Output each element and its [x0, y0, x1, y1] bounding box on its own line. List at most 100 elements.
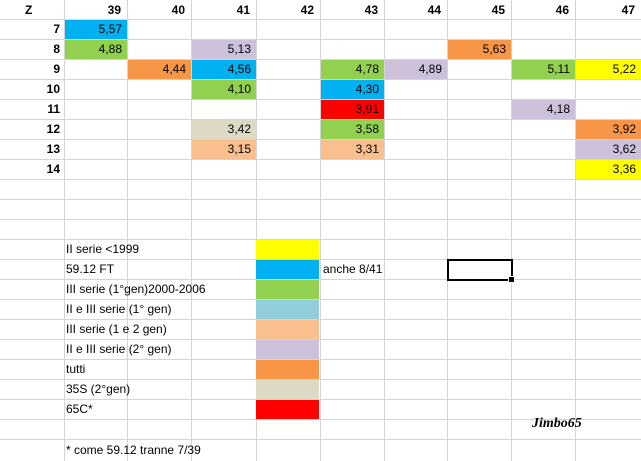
column-header-45: 45	[491, 3, 505, 17]
grid-hline	[0, 199, 641, 200]
legend-swatch-green	[256, 280, 319, 299]
column-header-46: 46	[555, 3, 569, 17]
cell-12-43[interactable]: 3,58	[321, 120, 384, 139]
signature: Jimbo65	[532, 416, 582, 431]
row-header-10: 10	[46, 82, 60, 96]
cell-value: 3,42	[227, 122, 251, 136]
legend-label: 59.12 FT	[66, 262, 115, 276]
cell-value: 3,91	[355, 102, 379, 116]
column-header-39: 39	[107, 3, 121, 17]
cell-value: 5,22	[612, 62, 636, 76]
grid-vline	[256, 0, 257, 461]
grid-hline	[0, 19, 641, 20]
legend-label: III serie (1°gen)2000-2006	[66, 282, 206, 296]
grid-hline	[0, 59, 641, 60]
grid-hline	[0, 139, 641, 140]
cell-13-47[interactable]: 3,62	[576, 140, 641, 159]
grid-hline	[0, 159, 641, 160]
grid-hline	[0, 359, 641, 360]
cell-10-41[interactable]: 4,10	[192, 80, 256, 99]
cell-value: 5,13	[227, 42, 251, 56]
grid-hline	[0, 219, 641, 220]
legend-label: tutti	[66, 362, 86, 376]
cell-value: 3,62	[612, 142, 636, 156]
cell-10-43[interactable]: 4,30	[321, 80, 384, 99]
column-header-41: 41	[236, 3, 250, 17]
cell-8-41[interactable]: 5,13	[192, 40, 256, 59]
grid-vline	[64, 0, 65, 461]
grid-hline	[0, 379, 641, 380]
legend-label: II e III serie (2° gen)	[66, 342, 172, 356]
cell-value: 4,44	[162, 62, 186, 76]
cell-13-41[interactable]: 3,15	[192, 140, 256, 159]
cell-9-40[interactable]: 4,44	[128, 60, 191, 79]
grid-hline	[0, 299, 641, 300]
row-header-11: 11	[47, 102, 60, 116]
legend-label: III serie (1 e 2 gen)	[66, 322, 167, 336]
row-header-14: 14	[46, 162, 60, 176]
grid-vline	[447, 0, 448, 461]
cell-9-43[interactable]: 4,78	[321, 60, 384, 79]
grid-hline	[0, 439, 641, 440]
cell-value: 4,78	[355, 62, 379, 76]
legend-label: 35S (2°gen)	[66, 382, 131, 396]
grid-hline	[0, 239, 641, 240]
column-header-43: 43	[364, 3, 378, 17]
cell-value: 5,63	[482, 42, 506, 56]
grid-hline	[0, 399, 641, 400]
legend-label: II serie <1999	[66, 242, 140, 256]
cell-value: 3,31	[355, 142, 379, 156]
legend-swatch-red	[256, 400, 319, 419]
column-header-40: 40	[171, 3, 185, 17]
legend-swatch-lightblue	[256, 300, 319, 319]
cell-7-39[interactable]: 5,57	[65, 20, 127, 39]
cell-12-47[interactable]: 3,92	[576, 120, 641, 139]
cell-value: 4,88	[98, 42, 122, 56]
row-header-13: 13	[46, 142, 60, 156]
cell-9-47[interactable]: 5,22	[576, 60, 641, 79]
cell-value: 3,15	[227, 142, 251, 156]
corner-label: Z	[25, 3, 33, 17]
cell-14-47[interactable]: 3,36	[576, 160, 641, 179]
fill-handle[interactable]	[508, 276, 515, 283]
cell-value: 4,10	[227, 82, 251, 96]
grid-hline	[0, 319, 641, 320]
cell-9-46[interactable]: 5,11	[512, 60, 575, 79]
column-header-47: 47	[621, 3, 635, 17]
footnote: * come 59.12 tranne 7/39	[66, 443, 201, 457]
row-header-12: 12	[46, 122, 60, 136]
column-header-42: 42	[300, 3, 314, 17]
selected-cell[interactable]	[447, 259, 515, 283]
legend-label: 65C*	[66, 402, 93, 416]
legend-label: II e III serie (1° gen)	[66, 302, 172, 316]
grid-vline	[384, 0, 385, 461]
cell-value: 4,89	[418, 62, 442, 76]
grid-hline	[0, 79, 641, 80]
row-header-8: 8	[53, 42, 60, 56]
cell-value: 4,56	[227, 62, 251, 76]
grid-hline	[0, 179, 641, 180]
legend-swatch-gray	[256, 380, 319, 399]
legend-swatch-blue	[256, 260, 319, 279]
cell-value: 3,92	[612, 122, 636, 136]
legend-swatch-peach	[256, 320, 319, 339]
cell-9-44[interactable]: 4,89	[385, 60, 447, 79]
grid-vline	[320, 0, 321, 461]
grid-hline	[0, 39, 641, 40]
row-header-9: 9	[53, 62, 60, 76]
grid-vline	[511, 0, 512, 461]
cell-8-45[interactable]: 5,63	[448, 40, 511, 59]
grid-hline	[0, 99, 641, 100]
cell-13-43[interactable]: 3,31	[321, 140, 384, 159]
cell-8-39[interactable]: 4,88	[65, 40, 127, 59]
cell-9-41[interactable]: 4,56	[192, 60, 256, 79]
grid-hline	[0, 259, 641, 260]
legend-note: anche 8/41	[323, 262, 383, 276]
cell-value: 5,57	[98, 22, 122, 36]
cell-11-43[interactable]: 3,91	[321, 100, 384, 119]
cell-11-46[interactable]: 4,18	[512, 100, 575, 119]
legend-swatch-lavender	[256, 340, 319, 359]
row-header-7: 7	[53, 22, 60, 36]
cell-12-41[interactable]: 3,42	[192, 120, 256, 139]
